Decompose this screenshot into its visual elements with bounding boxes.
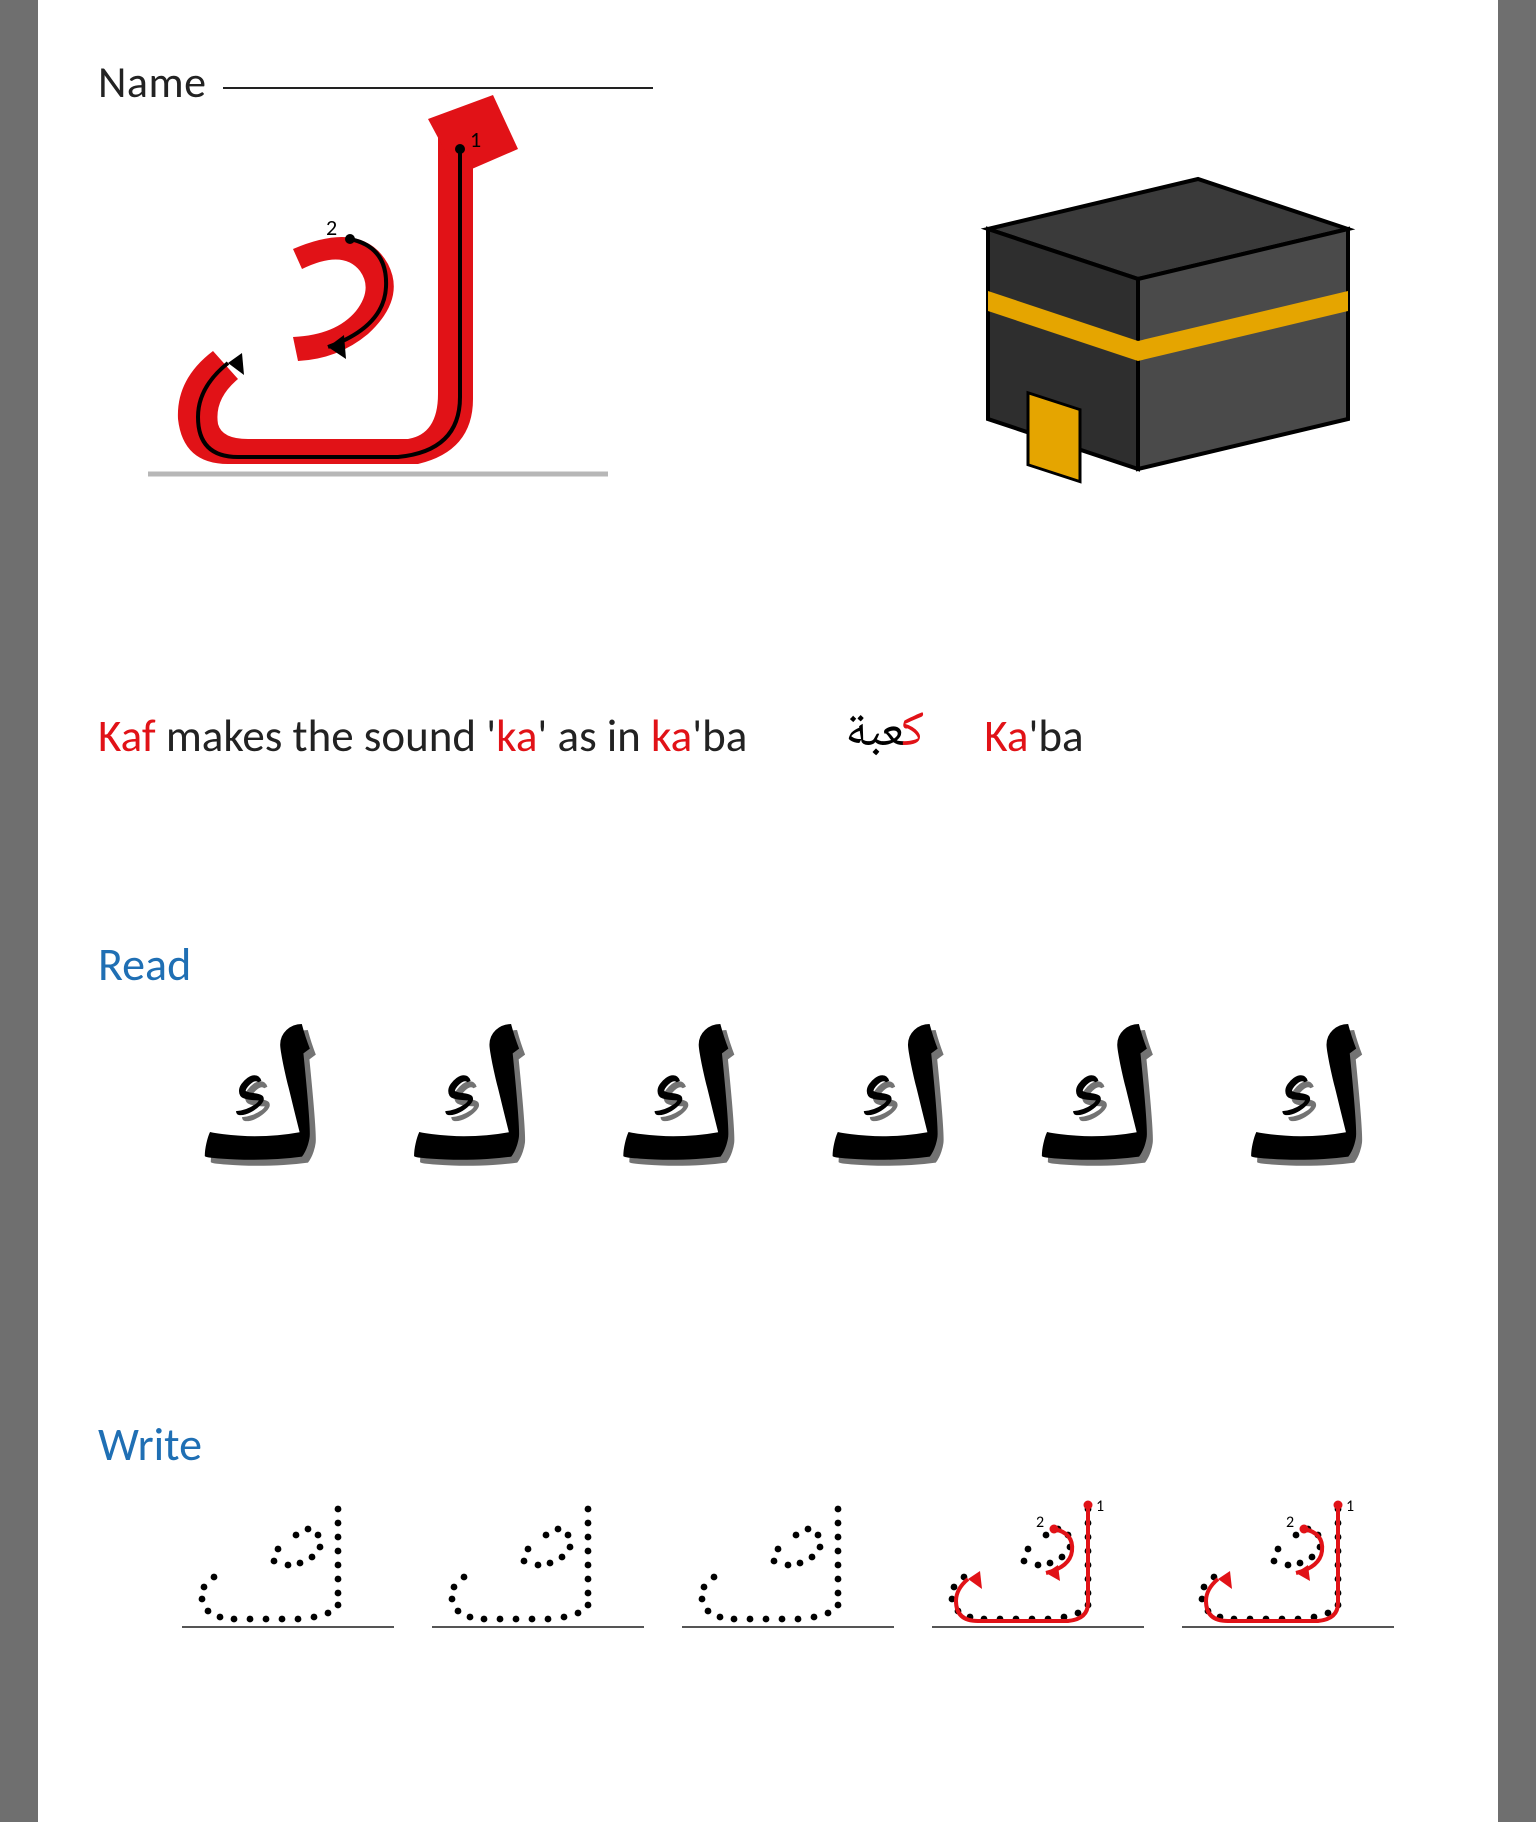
svg-text:كعبة: كعبة <box>845 699 924 761</box>
translit-ba: 'ba <box>1028 709 1083 764</box>
svg-text:1: 1 <box>1346 1499 1354 1516</box>
arabic-kaaba-word: كعبة <box>776 699 926 777</box>
word-kaf: Kaf <box>98 709 156 764</box>
read-glyph: ك <box>1244 1017 1368 1217</box>
svg-text:1: 1 <box>1096 1499 1104 1516</box>
translit-ka: Ka <box>984 709 1028 764</box>
read-glyph: ك <box>826 1017 950 1217</box>
stroke-number-2: 2 <box>326 214 337 241</box>
svg-text:2: 2 <box>1036 1513 1044 1532</box>
svg-text:2: 2 <box>1286 1513 1294 1532</box>
read-glyph: ك <box>617 1017 741 1217</box>
read-glyph: ك <box>198 1017 322 1217</box>
write-row: 1 2 1 2 <box>98 1499 1438 1644</box>
worksheet-page: Name 1 <box>38 0 1498 1822</box>
write-cell[interactable] <box>428 1499 648 1644</box>
phonics-sentence: Kaf makes the sound 'ka' as in ka'ba كعب… <box>98 699 1438 777</box>
viewport: Name 1 <box>0 0 1536 1822</box>
write-cell[interactable] <box>678 1499 898 1644</box>
write-cell-guided[interactable]: 1 2 <box>928 1499 1148 1644</box>
read-row: كككككك <box>98 1017 1438 1217</box>
top-illustrations: 1 2 <box>98 119 1438 539</box>
write-heading: Write <box>98 1417 1438 1473</box>
kaaba-icon <box>918 139 1378 499</box>
read-glyph: ك <box>1035 1017 1159 1217</box>
write-cell-guided[interactable]: 1 2 <box>1178 1499 1398 1644</box>
read-glyph: ك <box>407 1017 531 1217</box>
letter-kaf-large-icon: 1 2 <box>88 79 648 499</box>
write-cell[interactable] <box>178 1499 398 1644</box>
stroke-number-1: 1 <box>470 126 481 153</box>
